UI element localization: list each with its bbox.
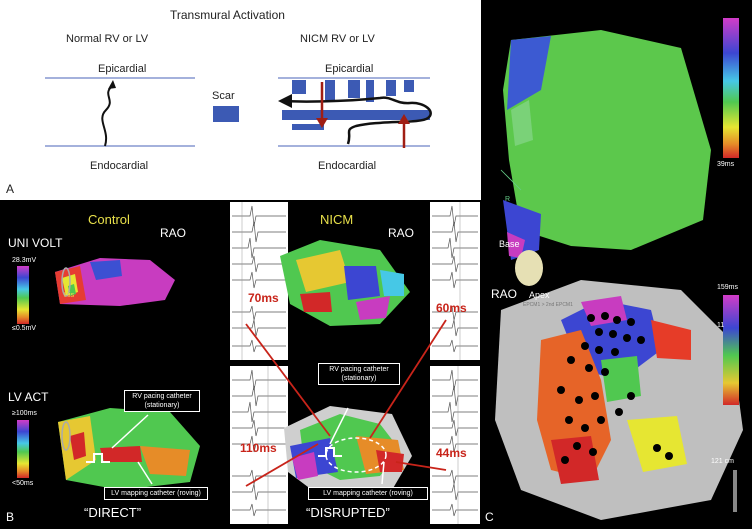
- disrupted-label: “DISRUPTED”: [306, 505, 390, 520]
- nicm-lv-arrow: [381, 461, 385, 485]
- normal-activation-path: [101, 85, 113, 147]
- control-lv-catheter-box: LV mapping catheter (roving): [104, 487, 208, 500]
- faint-map-label: EPCM1 > 2nd EPCM1: [523, 302, 573, 308]
- distance-scale-bar: [733, 470, 737, 512]
- panel-c-letter: C: [485, 510, 494, 524]
- top-color-scale: [723, 18, 739, 158]
- activation-scale-max: ≥100ms: [12, 410, 37, 417]
- ecg-strip-nicm-top: [430, 202, 480, 360]
- base-label: Base: [499, 239, 520, 249]
- direct-label: “DIRECT”: [84, 505, 142, 520]
- scar-legend-label: Scar: [212, 90, 235, 102]
- mapping-points: [557, 312, 673, 464]
- ecg-strip-nicm-bottom: [430, 366, 480, 524]
- voltage-scale-max: 28.3mV: [12, 257, 37, 264]
- bottom-color-scale: [723, 295, 739, 405]
- red-arrow-down-head: [316, 118, 328, 128]
- timing-44ms: 44ms: [436, 446, 467, 460]
- transmural-diagram: [45, 77, 432, 148]
- scar-blocks: [282, 80, 430, 130]
- r-marker-line: [500, 169, 522, 191]
- nicm-activation-map: [284, 406, 412, 496]
- control-title: Control: [88, 212, 130, 227]
- control-pacing-symbol: [86, 453, 110, 463]
- nicm-rao-label: RAO: [388, 226, 415, 240]
- voltage-scale-min: ≤0.5mV: [12, 325, 37, 332]
- distance-scale-label: 121 cm: [711, 458, 734, 465]
- nicm-lv-catheter-box: LV mapping catheter (roving): [308, 487, 428, 500]
- nicm-activation-path: [284, 96, 432, 145]
- his-marker: [61, 267, 71, 297]
- control-rao-label: RAO: [160, 226, 187, 240]
- timing-60ms: 60ms: [436, 301, 467, 315]
- nicm-title: NICM: [320, 212, 354, 227]
- epicardial-label-nicm: Epicardial: [325, 63, 374, 75]
- control-rv-arrow: [111, 414, 149, 449]
- nicm-pacing-symbol: [318, 447, 342, 457]
- scar-legend-swatch: [213, 106, 239, 122]
- normal-activation-arrowhead: [108, 80, 116, 89]
- nicm-rv-catheter-box: RV pacing catheter (stationary): [318, 363, 400, 385]
- control-lv-arrow: [137, 461, 153, 485]
- top-activation-map: [503, 30, 711, 260]
- panel-a-title: Transmural Activation: [170, 8, 285, 22]
- apex-label: Apex: [529, 290, 550, 300]
- panel-b-letter: B: [6, 510, 15, 524]
- control-activation-map: [58, 408, 200, 490]
- apex-structure: [515, 250, 543, 286]
- bottom-scale-mid: 11: [717, 322, 725, 329]
- panel-a-letter: A: [6, 182, 15, 196]
- red-arrow-up-head: [398, 114, 410, 124]
- his-label: His: [64, 292, 75, 299]
- endocardial-label-nicm: Endocardial: [318, 160, 377, 172]
- r-label: R: [505, 196, 511, 203]
- panel-a: Transmural Activation Normal RV or LV NI…: [0, 0, 481, 200]
- bottom-activation-map: [495, 280, 743, 520]
- timing-70ms: 70ms: [248, 291, 279, 305]
- endocardial-label-normal: Endocardial: [90, 160, 149, 172]
- nicm-activation-arrowhead: [278, 94, 292, 108]
- activation-color-scale: [17, 420, 29, 478]
- nicm-rv-arrow: [329, 407, 349, 445]
- panel-c-maps: [495, 18, 743, 520]
- activation-maps: [17, 240, 447, 496]
- epicardial-label-normal: Epicardial: [98, 63, 147, 75]
- control-rv-catheter-box: RV pacing catheter (stationary): [124, 390, 200, 412]
- his-marker-act: [61, 421, 71, 451]
- panel-b: Control NICM RAO RAO UNI VOLT LV ACT 28.…: [0, 200, 481, 529]
- ecg-strip-control-top: [230, 202, 288, 360]
- rao-label-c: RAO: [491, 287, 518, 301]
- top-scale-label: 39ms: [717, 161, 735, 168]
- voltage-color-scale: [17, 266, 29, 324]
- uni-volt-label: UNI VOLT: [8, 236, 63, 250]
- ecg-strip-control-bottom: [230, 366, 288, 524]
- bottom-scale-max: 159ms: [717, 284, 739, 291]
- lv-act-label: LV ACT: [8, 390, 49, 404]
- nicm-label: NICM RV or LV: [300, 33, 375, 45]
- nicm-voltage-map: [280, 240, 410, 326]
- timing-110ms: 110ms: [240, 441, 277, 455]
- normal-label: Normal RV or LV: [66, 33, 149, 45]
- timing-arrows: [245, 319, 447, 487]
- activation-scale-min: <50ms: [12, 480, 34, 487]
- panel-c: 39ms R Base Apex RAO 159ms 11 121 cm EPC…: [481, 0, 752, 529]
